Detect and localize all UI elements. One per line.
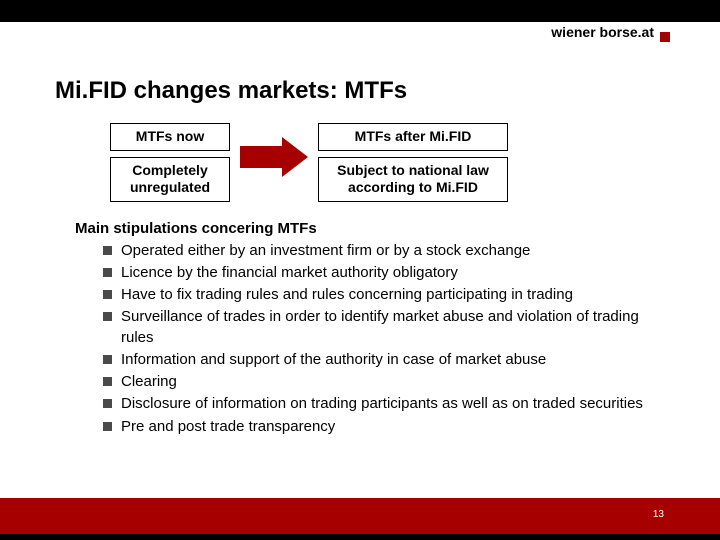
list-item: Have to fix trading rules and rules conc…: [103, 285, 655, 305]
stipulations-section: Main stipulations concering MTFs Operate…: [75, 220, 655, 437]
box-mtfs-after-header: MTFs after Mi.FID: [318, 123, 508, 151]
list-item: Licence by the financial market authorit…: [103, 263, 655, 283]
box-mtfs-after-body: Subject to national law according to Mi.…: [318, 157, 508, 202]
logo-text: wiener borse.at: [551, 24, 654, 40]
logo: wiener borse.at: [551, 22, 670, 42]
footer: 13: [0, 498, 720, 540]
list-item: Information and support of the authority…: [103, 350, 655, 370]
box-mtfs-now-body: Completely unregulated: [110, 157, 230, 202]
comparison-right-col: MTFs after Mi.FID Subject to national la…: [318, 123, 508, 202]
stipulations-list: Operated either by an investment firm or…: [75, 241, 655, 437]
page-title: Mi.FID changes markets: MTFs: [55, 77, 720, 105]
list-item: Surveillance of trades in order to ident…: [103, 307, 655, 348]
list-item: Pre and post trade transparency: [103, 417, 655, 437]
logo-dot-icon: [660, 32, 670, 42]
list-item: Operated either by an investment firm or…: [103, 241, 655, 261]
comparison-diagram: MTFs now Completely unregulated MTFs aft…: [110, 123, 720, 202]
top-black-bar: [0, 0, 720, 22]
footer-red-bar: [0, 498, 720, 534]
box-mtfs-now-header: MTFs now: [110, 123, 230, 151]
list-item: Clearing: [103, 372, 655, 392]
page-number: 13: [653, 509, 664, 520]
comparison-left-col: MTFs now Completely unregulated: [110, 123, 230, 202]
stipulations-heading: Main stipulations concering MTFs: [75, 220, 655, 237]
list-item: Disclosure of information on trading par…: [103, 394, 655, 414]
arrow-icon: [240, 137, 308, 177]
footer-black-bar: [0, 534, 720, 540]
